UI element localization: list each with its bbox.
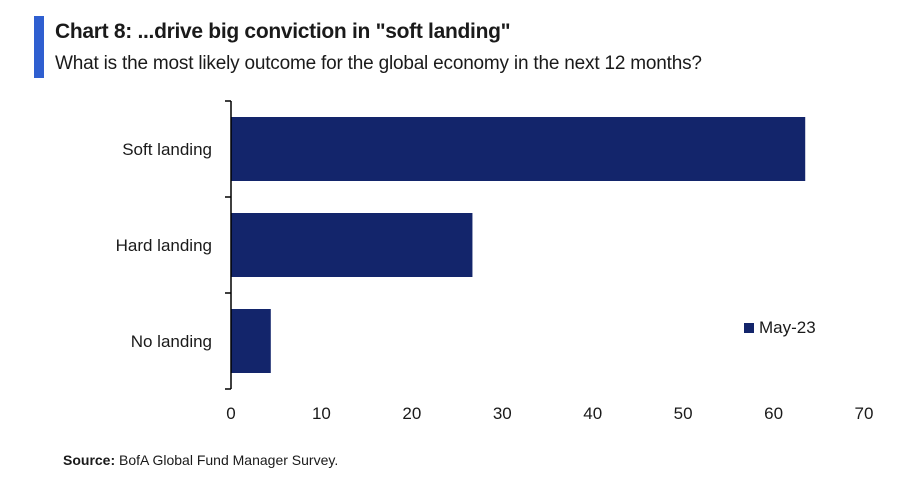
x-tick-label: 50 <box>674 404 693 423</box>
bar-soft-landing <box>231 117 806 181</box>
x-tick-label: 0 <box>226 404 235 423</box>
category-label: No landing <box>131 332 212 351</box>
x-tick-label: 30 <box>493 404 512 423</box>
bar-no-landing <box>231 309 271 373</box>
legend-label: May-23 <box>759 318 816 337</box>
chart-title: Chart 8: ...drive big conviction in "sof… <box>55 20 511 43</box>
x-tick-label: 20 <box>402 404 421 423</box>
category-label: Hard landing <box>116 236 212 255</box>
title-accent-bar <box>34 16 44 78</box>
x-tick-label: 40 <box>583 404 602 423</box>
chart-subtitle: What is the most likely outcome for the … <box>55 53 702 74</box>
legend-swatch <box>744 323 754 333</box>
bar-hard-landing <box>231 213 473 277</box>
source-note: Source: BofA Global Fund Manager Survey. <box>63 452 338 468</box>
source-label: Source: <box>63 452 116 468</box>
x-tick-label: 60 <box>764 404 783 423</box>
x-tick-label: 10 <box>312 404 331 423</box>
category-label: Soft landing <box>122 140 212 159</box>
source-text: BofA Global Fund Manager Survey. <box>119 452 339 468</box>
x-tick-label: 70 <box>855 404 874 423</box>
